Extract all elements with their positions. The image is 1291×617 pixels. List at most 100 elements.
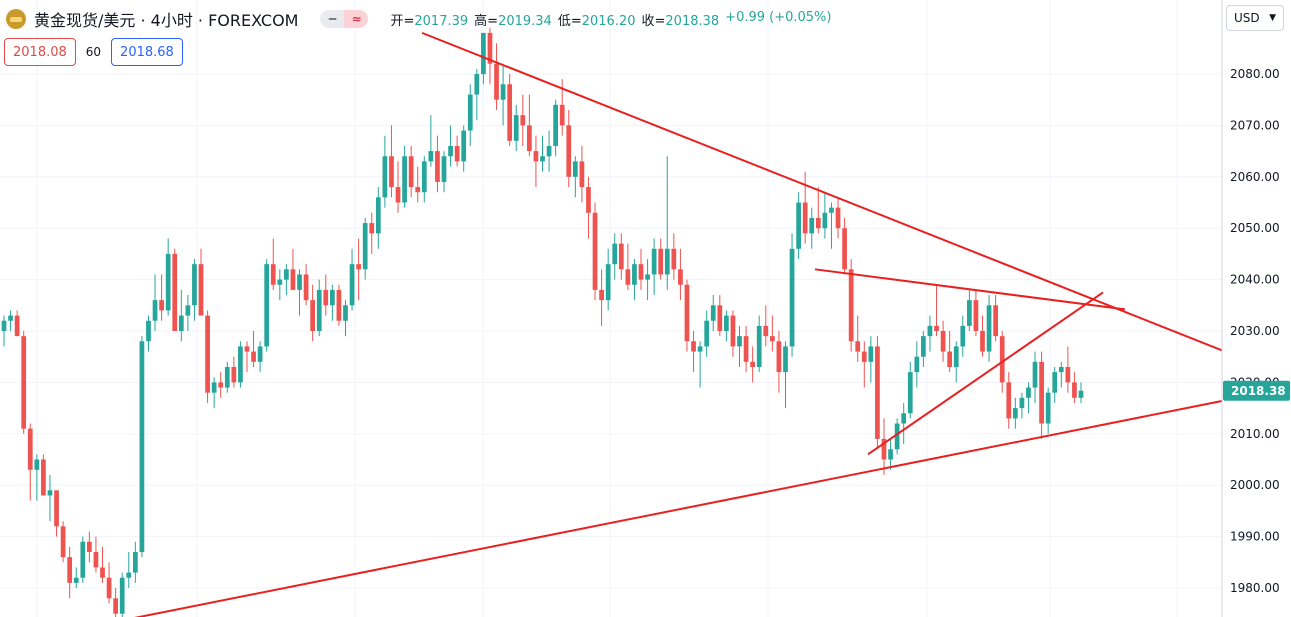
candle-body: [21, 336, 27, 429]
candle-body: [303, 274, 309, 301]
trendline-3: [814, 268, 1126, 311]
candle-body: [152, 300, 158, 321]
candle-body: [218, 382, 224, 388]
price-tick-label: 2070.00: [1230, 118, 1280, 132]
open-label: 开=: [390, 13, 415, 29]
candle-body: [756, 325, 762, 367]
price-tick-label: 1990.00: [1230, 530, 1280, 544]
price-tick-label: 2010.00: [1230, 427, 1280, 441]
candle-body: [1052, 372, 1058, 393]
candle-body: [172, 253, 178, 331]
candle-body: [822, 212, 828, 229]
wave-icon[interactable]: ≈: [344, 10, 369, 28]
candle-body: [454, 145, 460, 162]
candle-body: [632, 264, 637, 285]
candle-body: [894, 423, 900, 450]
candle-body: [710, 305, 716, 321]
candle-body: [467, 94, 473, 131]
candle-body: [264, 264, 270, 347]
candle-body: [290, 269, 296, 290]
candle-body: [947, 351, 953, 367]
candle-body: [80, 541, 86, 578]
candle-body: [553, 104, 558, 146]
candle-body: [277, 279, 283, 285]
candle-body: [461, 130, 467, 162]
candle-body: [999, 336, 1005, 383]
sell-button[interactable]: 2018.08: [4, 38, 76, 66]
candle-body: [664, 248, 670, 275]
close-label: 收=: [641, 13, 666, 29]
candle-body: [336, 289, 342, 321]
candle-body: [691, 341, 696, 352]
currency-selector[interactable]: USD ▼: [1226, 5, 1284, 31]
symbol-title[interactable]: 黄金现货/美元 · 4小时 · FOREXCOM: [34, 11, 299, 30]
candle-body: [500, 84, 506, 100]
trendline-2: [134, 399, 1226, 617]
candle-body: [211, 382, 217, 393]
candle-body: [27, 428, 33, 470]
buy-button[interactable]: 2018.68: [111, 38, 183, 66]
candle-body: [106, 577, 112, 599]
candle-body: [310, 300, 316, 331]
eye-icon[interactable]: ━: [320, 10, 345, 28]
candle-body: [704, 320, 710, 347]
price-axis-bg: [1222, 0, 1291, 617]
candle-body: [599, 289, 604, 301]
candle-body: [362, 223, 368, 270]
candle-body: [638, 264, 644, 280]
candle-body: [87, 541, 92, 553]
candle-body: [848, 269, 854, 342]
candle-body: [579, 161, 585, 188]
candle-body: [671, 248, 677, 270]
candle-body: [369, 223, 375, 234]
candle-body: [323, 289, 329, 306]
ohlc-readout: 开=2017.39 高=2019.34 低=2016.20 收=2018.38 …: [390, 10, 831, 29]
last-price-label: 2018.38: [1231, 384, 1286, 398]
candle-body: [329, 289, 335, 306]
candle-body: [421, 161, 427, 193]
candle-body: [1058, 366, 1064, 373]
candle-body: [507, 84, 513, 141]
candle-body: [586, 187, 591, 213]
candle-body: [769, 336, 775, 342]
candle-body: [257, 346, 263, 362]
candle-body: [875, 346, 880, 439]
candle-body: [572, 161, 578, 177]
candle-body: [907, 372, 913, 414]
candle-body: [540, 156, 545, 162]
candle-body: [835, 207, 841, 229]
candle-body: [796, 202, 801, 249]
candle-body: [966, 300, 972, 326]
candle-body: [343, 305, 348, 321]
candle-body: [198, 264, 204, 316]
candle-body: [205, 315, 210, 393]
candle-body: [356, 264, 361, 270]
candle-body: [868, 346, 874, 362]
candle-body: [1065, 366, 1071, 383]
candle-body: [763, 325, 769, 337]
candle-body: [8, 315, 13, 321]
candle-body: [1006, 382, 1012, 419]
high-value: 2019.34: [498, 13, 552, 29]
candle-body: [14, 315, 20, 337]
candle-body: [901, 413, 907, 424]
candle-body: [527, 125, 532, 152]
candle-body: [41, 459, 46, 496]
candle-body: [316, 289, 322, 331]
candle-body: [251, 351, 256, 362]
price-axis[interactable]: 2080.00 2070.00 2060.00 2050.00 2040.00 2030.…: [1221, 0, 1291, 617]
candle-body: [441, 156, 447, 182]
candle-body: [1, 320, 7, 331]
candle-body: [829, 207, 834, 213]
candle-body: [192, 264, 197, 306]
candle-body: [934, 325, 939, 331]
candle-body: [474, 74, 480, 95]
candle-body: [1039, 361, 1044, 424]
trendline-drawings[interactable]: [130, 31, 1226, 617]
candle-body: [231, 366, 237, 383]
candle-body: [270, 264, 276, 285]
candle-body: [513, 115, 519, 141]
candle-body: [927, 325, 933, 337]
candle-body: [1078, 390, 1084, 398]
